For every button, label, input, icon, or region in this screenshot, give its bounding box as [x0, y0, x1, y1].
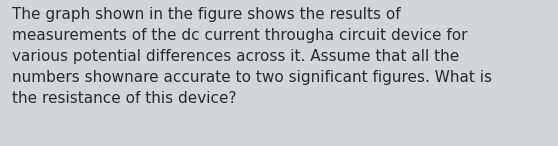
Text: The graph shown in the figure shows the results of
measurements of the dc curren: The graph shown in the figure shows the … [12, 7, 492, 106]
